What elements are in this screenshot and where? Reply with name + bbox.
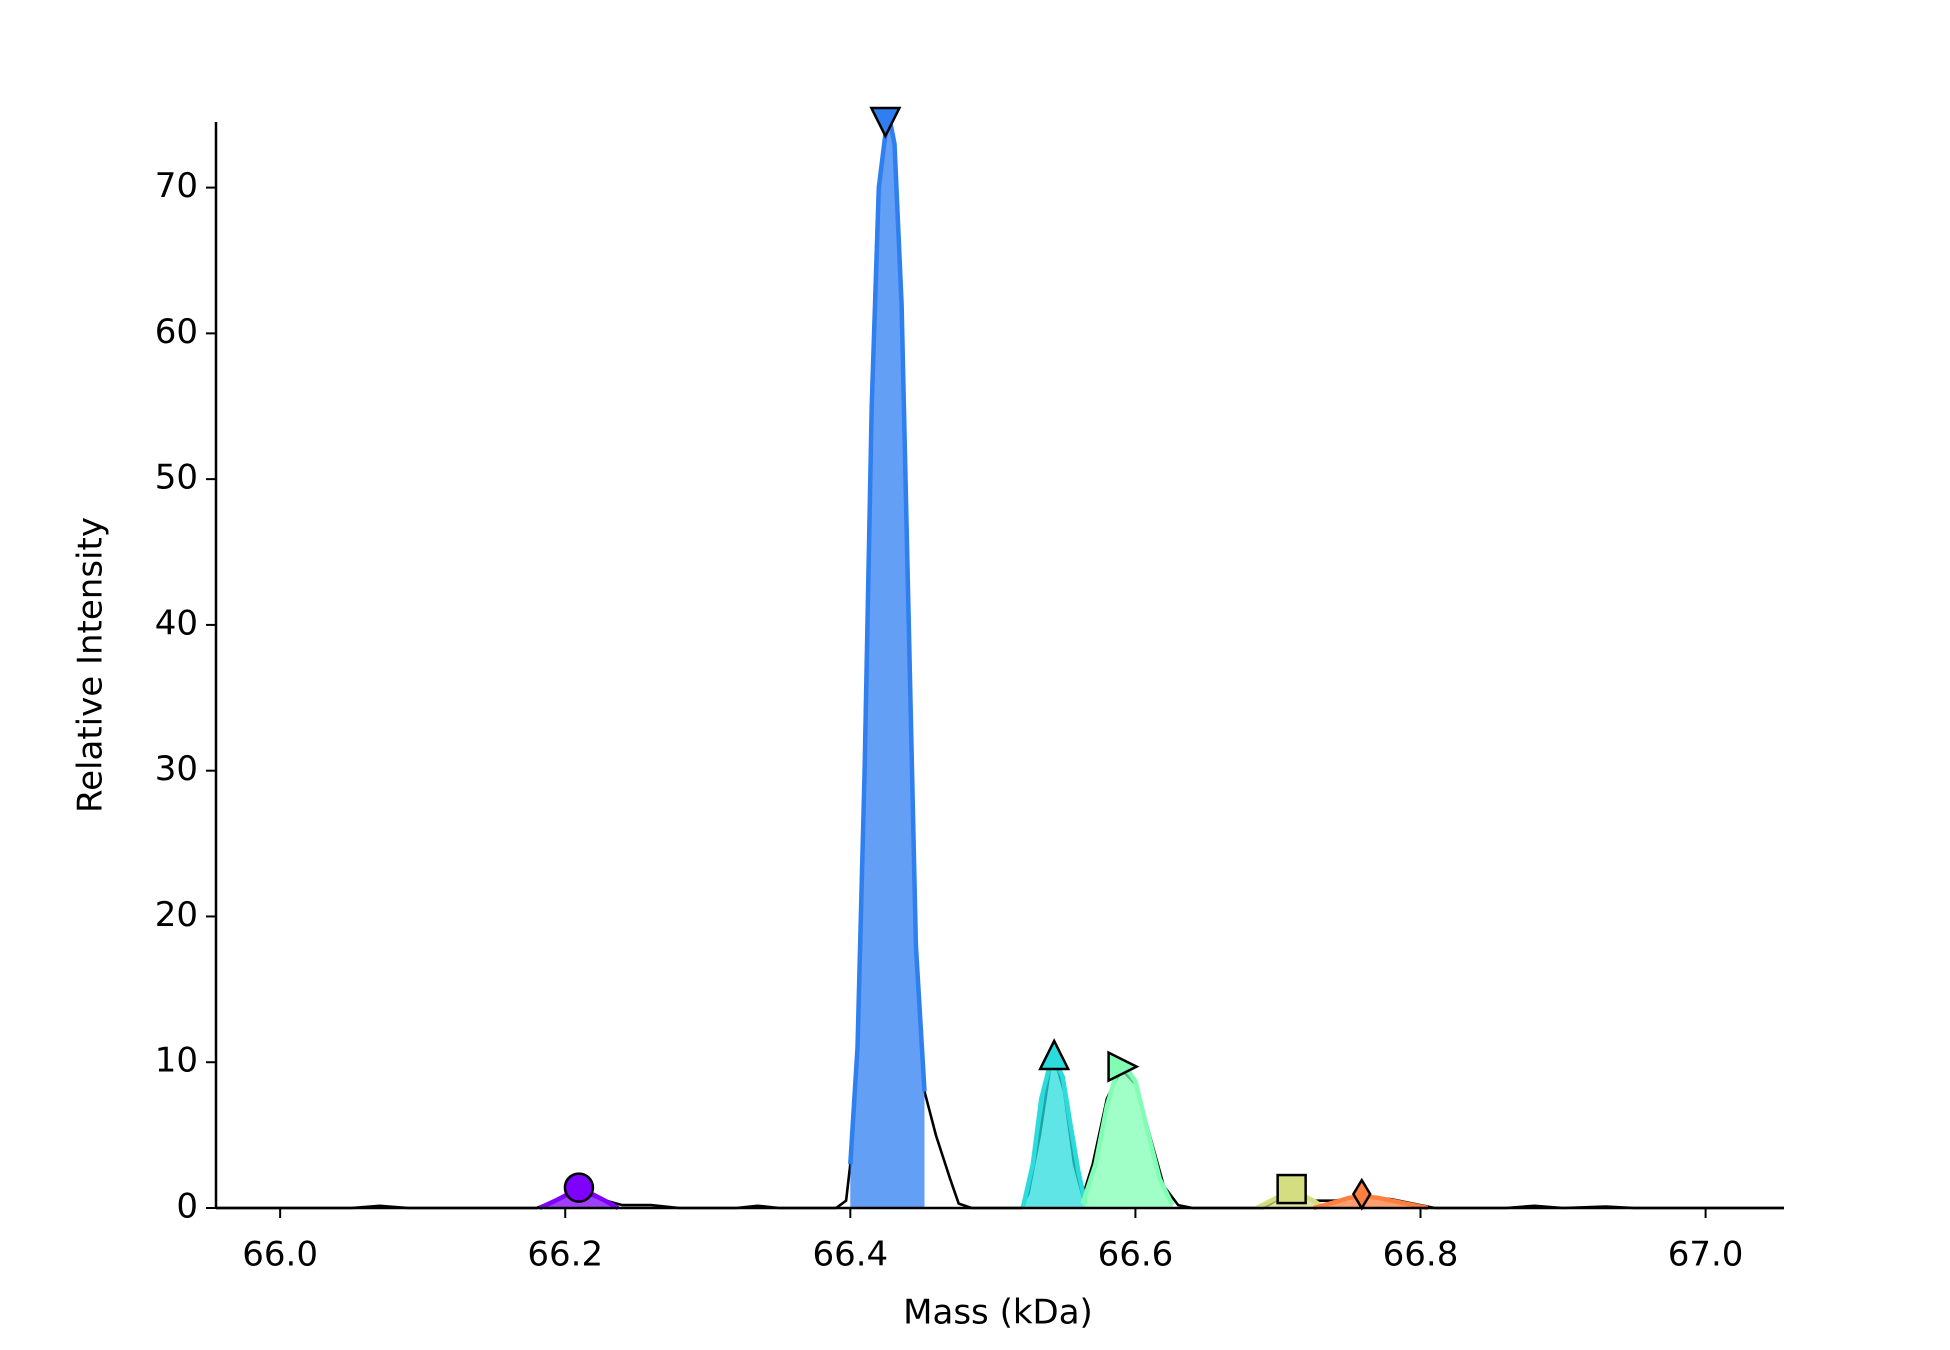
x-tick-label: 67.0 xyxy=(1668,1235,1744,1275)
y-tick-label: 0 xyxy=(176,1187,198,1227)
x-tick-label: 66.2 xyxy=(527,1235,603,1275)
y-tick-label: 50 xyxy=(155,458,198,498)
y-tick-label: 60 xyxy=(155,312,198,352)
peak-area xyxy=(1022,1062,1086,1208)
peak-marker xyxy=(1107,1050,1140,1083)
spectrum-line xyxy=(216,118,1784,1210)
y-tick-label: 70 xyxy=(155,166,198,206)
x-tick-label: 66.8 xyxy=(1383,1235,1459,1275)
peak-marker xyxy=(869,106,902,139)
y-axis-label: Relative Intensity xyxy=(71,517,111,813)
x-axis-label: Mass (kDa) xyxy=(903,1293,1093,1333)
x-tick-label: 66.4 xyxy=(812,1235,888,1275)
y-tick-label: 10 xyxy=(155,1041,198,1081)
peak-marker xyxy=(563,1172,595,1203)
peak-area xyxy=(1313,1196,1428,1208)
y-tick-label: 40 xyxy=(155,603,198,643)
y-tick-label: 20 xyxy=(155,895,198,935)
peak-area xyxy=(1082,1066,1173,1208)
peak-marker xyxy=(1276,1173,1307,1205)
peak-area xyxy=(850,122,925,1208)
x-tick-label: 66.6 xyxy=(1098,1235,1174,1275)
x-tick-label: 66.0 xyxy=(242,1235,318,1275)
peak-marker xyxy=(1038,1038,1071,1071)
y-tick-label: 30 xyxy=(155,749,198,789)
